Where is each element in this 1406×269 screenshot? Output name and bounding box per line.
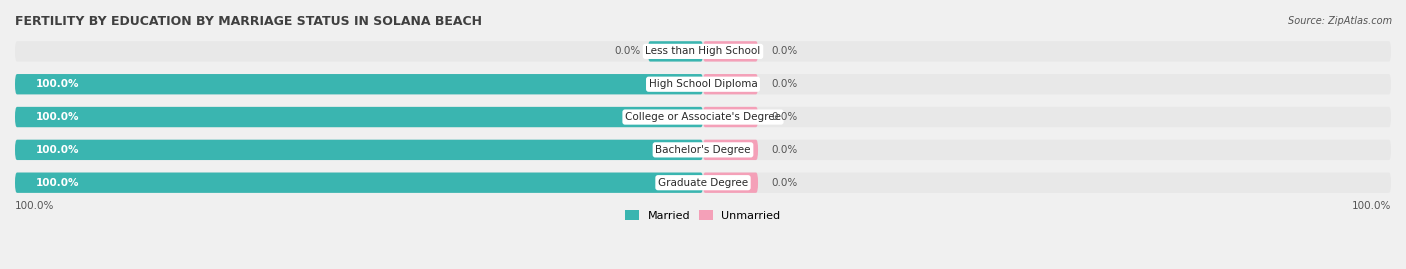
Text: 100.0%: 100.0% (35, 79, 79, 89)
FancyBboxPatch shape (15, 74, 1391, 94)
Text: 0.0%: 0.0% (772, 145, 799, 155)
FancyBboxPatch shape (703, 107, 758, 127)
FancyBboxPatch shape (15, 41, 1391, 62)
Text: Less than High School: Less than High School (645, 46, 761, 56)
Text: FERTILITY BY EDUCATION BY MARRIAGE STATUS IN SOLANA BEACH: FERTILITY BY EDUCATION BY MARRIAGE STATU… (15, 15, 482, 28)
Text: 0.0%: 0.0% (772, 46, 799, 56)
FancyBboxPatch shape (703, 140, 758, 160)
Text: 0.0%: 0.0% (772, 112, 799, 122)
FancyBboxPatch shape (15, 107, 1391, 127)
FancyBboxPatch shape (703, 41, 758, 62)
Text: 100.0%: 100.0% (1351, 201, 1391, 211)
Legend: Married, Unmarried: Married, Unmarried (621, 206, 785, 225)
FancyBboxPatch shape (703, 74, 758, 94)
Text: Source: ZipAtlas.com: Source: ZipAtlas.com (1288, 16, 1392, 26)
Text: 100.0%: 100.0% (35, 112, 79, 122)
Text: 100.0%: 100.0% (35, 145, 79, 155)
Text: College or Associate's Degree: College or Associate's Degree (626, 112, 780, 122)
FancyBboxPatch shape (703, 172, 758, 193)
FancyBboxPatch shape (648, 41, 703, 62)
Text: 100.0%: 100.0% (35, 178, 79, 188)
FancyBboxPatch shape (15, 172, 1391, 193)
Text: 0.0%: 0.0% (772, 178, 799, 188)
FancyBboxPatch shape (15, 172, 703, 193)
FancyBboxPatch shape (15, 74, 703, 94)
Text: Bachelor's Degree: Bachelor's Degree (655, 145, 751, 155)
Text: 0.0%: 0.0% (614, 46, 641, 56)
Text: 0.0%: 0.0% (772, 79, 799, 89)
FancyBboxPatch shape (15, 140, 1391, 160)
Text: High School Diploma: High School Diploma (648, 79, 758, 89)
FancyBboxPatch shape (15, 107, 703, 127)
FancyBboxPatch shape (15, 140, 703, 160)
Text: 100.0%: 100.0% (15, 201, 55, 211)
Text: Graduate Degree: Graduate Degree (658, 178, 748, 188)
